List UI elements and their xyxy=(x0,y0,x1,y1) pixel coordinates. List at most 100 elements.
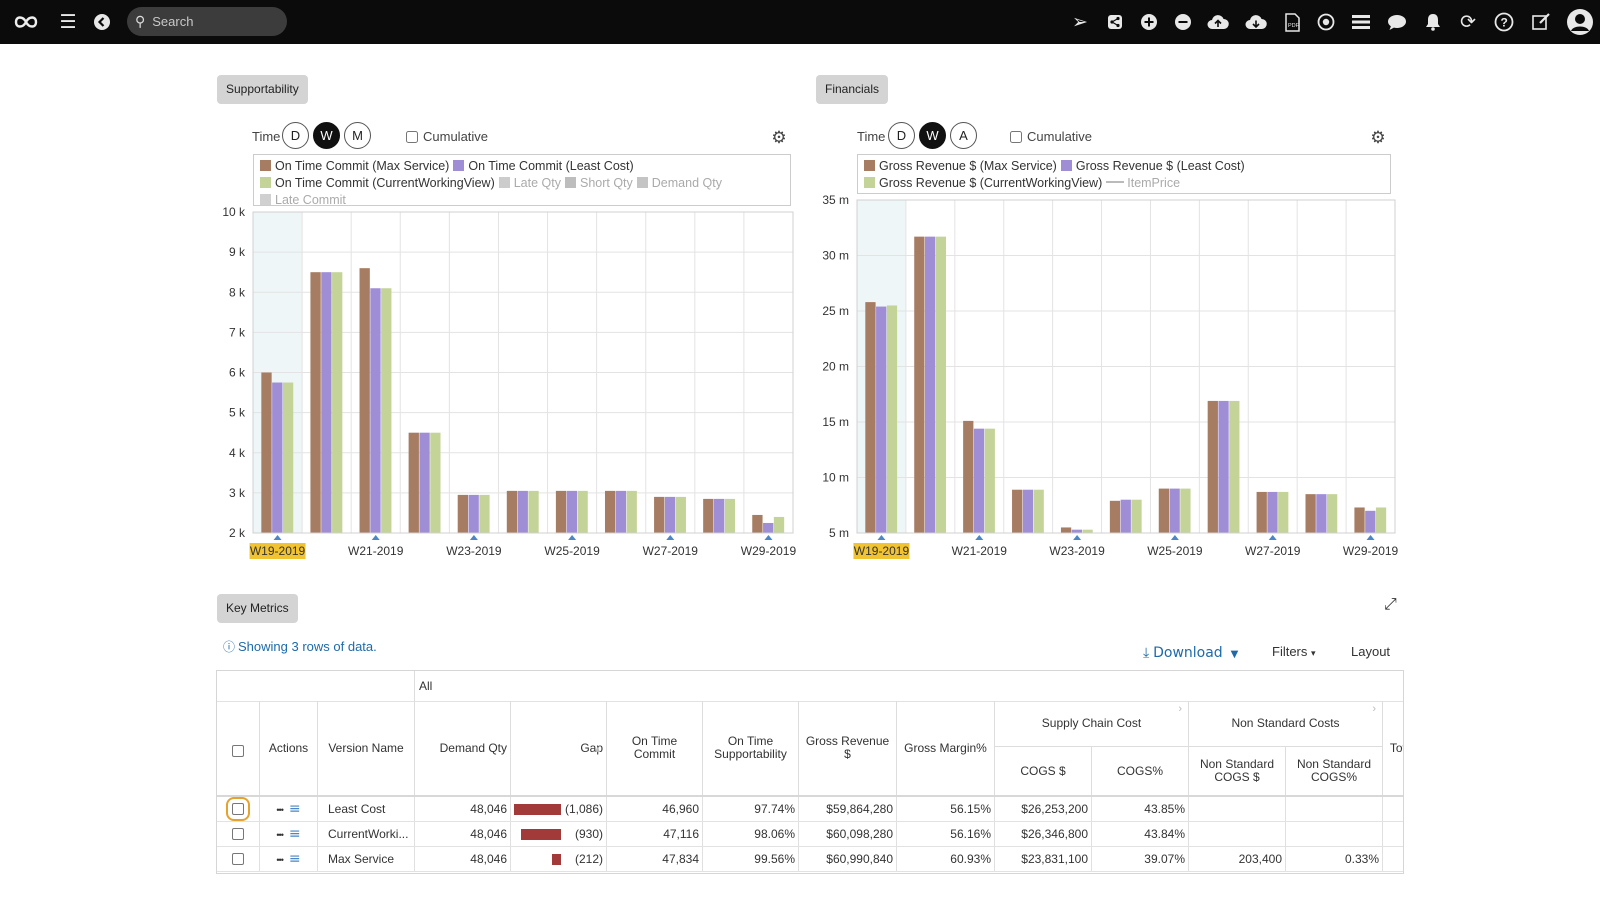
financials-bar-W23-2019-s2[interactable] xyxy=(1082,529,1093,533)
financials-bar-W20-2019-s1[interactable] xyxy=(924,236,936,533)
financials-bar-W29-2019-s0[interactable] xyxy=(1354,507,1365,533)
financials-bar-W27-2019-s2[interactable] xyxy=(1278,491,1289,533)
supportability-legend-item-0[interactable]: On Time Commit (Max Service) xyxy=(260,158,449,175)
supportability-bar-W25-2019-s1[interactable] xyxy=(566,490,577,533)
financials-bar-W28-2019-s0[interactable] xyxy=(1305,494,1316,533)
search-input[interactable] xyxy=(152,14,271,29)
column-header-cogs[interactable]: COGS $ xyxy=(995,747,1092,795)
column-header-demand-qty[interactable]: Demand Qty xyxy=(415,701,511,795)
financials-bar-W26-2019-s1[interactable] xyxy=(1218,400,1229,533)
financials-bar-W26-2019-s2[interactable] xyxy=(1229,400,1240,533)
financials-cumulative-checkbox[interactable] xyxy=(1010,130,1022,143)
supportability-bar-W20-2019-s2[interactable] xyxy=(332,272,343,533)
supportability-bar-W28-2019-s2[interactable] xyxy=(724,498,736,533)
supportability-bar-W24-2019-s1[interactable] xyxy=(517,490,528,533)
more-actions-icon[interactable]: ••• xyxy=(276,805,284,815)
supportability-bar-W28-2019-s0[interactable] xyxy=(703,498,714,533)
layout-button[interactable]: Layout xyxy=(1351,644,1391,659)
column-header-on-time-supportability[interactable]: On Time Supportability xyxy=(703,701,799,795)
column-header-non-standard-cogs[interactable]: Non Standard COGS $ xyxy=(1189,747,1286,795)
supportability-bar-W26-2019-s1[interactable] xyxy=(615,490,627,533)
edit-icon[interactable] xyxy=(1525,6,1557,38)
supportability-bar-W19-2019-s2[interactable] xyxy=(282,382,294,533)
target-icon[interactable] xyxy=(1310,6,1342,38)
supportability-cumulative-toggle[interactable]: Cumulative xyxy=(406,129,488,144)
column-header-version-name[interactable]: Version Name xyxy=(318,701,415,795)
financials-bar-W27-2019-s1[interactable] xyxy=(1267,491,1278,533)
financials-settings-gear-icon[interactable]: ⚙ xyxy=(1370,128,1386,148)
financials-bar-W22-2019-s0[interactable] xyxy=(1012,489,1023,533)
financials-time-button-w[interactable]: W xyxy=(919,122,946,149)
supportability-legend-item-2[interactable]: On Time Commit (CurrentWorkingView) xyxy=(260,175,495,192)
pdf-icon[interactable]: PDF xyxy=(1276,6,1308,38)
financials-cumulative-toggle[interactable]: Cumulative xyxy=(1010,129,1092,144)
supportability-bar-W22-2019-s2[interactable] xyxy=(430,432,441,533)
filters-button[interactable]: Filters ▾ xyxy=(1272,644,1316,659)
supportability-bar-W22-2019-s1[interactable] xyxy=(419,432,430,533)
supportability-bar-W24-2019-s2[interactable] xyxy=(528,490,539,533)
key-metrics-tab[interactable]: Key Metrics xyxy=(217,594,298,623)
supportability-bar-W24-2019-s0[interactable] xyxy=(506,490,518,533)
financials-bar-W21-2019-s1[interactable] xyxy=(973,428,985,533)
row-checkbox[interactable] xyxy=(232,828,244,840)
refresh-icon[interactable]: ⟳ xyxy=(1460,11,1476,33)
financials-bar-W28-2019-s2[interactable] xyxy=(1327,494,1338,533)
supportability-bar-W26-2019-s0[interactable] xyxy=(604,490,616,533)
supportability-time-button-d[interactable]: D xyxy=(282,122,309,149)
financials-bar-W26-2019-s0[interactable] xyxy=(1207,400,1218,533)
financials-time-button-d[interactable]: D xyxy=(888,122,915,149)
plus-circle-icon[interactable] xyxy=(1133,6,1165,38)
supportability-bar-W26-2019-s2[interactable] xyxy=(626,490,637,533)
financials-bar-W22-2019-s1[interactable] xyxy=(1022,489,1034,533)
financials-time-button-a[interactable]: A xyxy=(950,122,977,149)
financials-bar-W25-2019-s1[interactable] xyxy=(1169,488,1180,533)
table-row[interactable]: ••• ≡ CurrentWorki... 48,046 (930) 47,116 98.0… xyxy=(217,822,1403,846)
supportability-settings-gear-icon[interactable]: ⚙ xyxy=(771,128,787,148)
financials-legend-item-1[interactable]: Gross Revenue $ (Least Cost) xyxy=(1060,158,1245,175)
download-button[interactable]: ⤓ Download ▼ xyxy=(1143,644,1238,661)
hamburger-icon[interactable]: ☰ xyxy=(59,11,77,33)
financials-bar-W21-2019-s2[interactable] xyxy=(984,428,995,533)
cloud-upload-icon[interactable] xyxy=(1202,6,1234,38)
column-header-on-time-commit[interactable]: On Time Commit xyxy=(607,701,703,795)
financials-bar-W28-2019-s1[interactable] xyxy=(1316,494,1327,533)
share-icon[interactable] xyxy=(1099,6,1131,38)
row-details-icon[interactable]: ≡ xyxy=(288,826,301,842)
financials-bar-W24-2019-s0[interactable] xyxy=(1109,500,1121,533)
supportability-tab[interactable]: Supportability xyxy=(217,75,308,104)
more-actions-icon[interactable]: ••• xyxy=(276,830,284,840)
chat-icon[interactable] xyxy=(1381,6,1413,38)
supportability-time-button-w[interactable]: W xyxy=(313,122,340,149)
supportability-time-button-m[interactable]: M xyxy=(344,122,371,149)
supportability-bar-W20-2019-s0[interactable] xyxy=(310,272,321,533)
supportability-bar-W21-2019-s2[interactable] xyxy=(381,288,392,533)
row-checkbox[interactable] xyxy=(232,853,244,865)
list-icon[interactable] xyxy=(1345,6,1377,38)
financials-bar-W25-2019-s0[interactable] xyxy=(1158,488,1170,533)
column-header-total[interactable]: Total xyxy=(1383,701,1403,795)
supportability-bar-W27-2019-s2[interactable] xyxy=(675,496,686,533)
column-header-cogs[interactable]: COGS% xyxy=(1092,747,1189,795)
financials-bar-W22-2019-s2[interactable] xyxy=(1033,489,1044,533)
back-icon[interactable] xyxy=(86,6,118,38)
financials-bar-W25-2019-s2[interactable] xyxy=(1180,488,1191,533)
supportability-bar-W19-2019-s0[interactable] xyxy=(261,372,272,534)
expand-icon[interactable]: ⤢ xyxy=(1384,594,1397,613)
logo-icon[interactable] xyxy=(10,6,42,38)
supportability-legend-item-4[interactable]: Short Qty xyxy=(564,175,633,192)
supportability-bar-W21-2019-s0[interactable] xyxy=(359,268,370,533)
supply-chevron-icon[interactable]: › xyxy=(1178,703,1182,715)
financials-legend-item-0[interactable]: Gross Revenue $ (Max Service) xyxy=(864,158,1057,175)
user-icon[interactable] xyxy=(1564,6,1596,38)
table-row[interactable]: ••• ≡ Least Cost 48,046 (1,086) 46,960 97.74% $… xyxy=(217,797,1403,821)
supportability-bar-W21-2019-s1[interactable] xyxy=(370,288,381,533)
send-icon[interactable]: ➢ xyxy=(1072,11,1088,33)
column-header-gap[interactable]: Gap ▴ xyxy=(511,701,607,795)
row-details-icon[interactable]: ≡ xyxy=(288,851,301,867)
supportability-bar-W25-2019-s0[interactable] xyxy=(555,490,567,533)
supportability-bar-W23-2019-s0[interactable] xyxy=(457,494,469,533)
supportability-legend-item-6[interactable]: Late Commit xyxy=(260,192,346,205)
cloud-download-icon[interactable] xyxy=(1240,6,1272,38)
row-checkbox[interactable] xyxy=(226,797,250,821)
supportability-bar-W27-2019-s0[interactable] xyxy=(654,496,665,533)
